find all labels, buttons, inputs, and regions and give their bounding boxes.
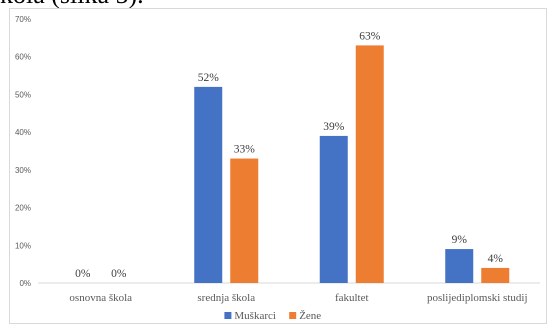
legend-swatch <box>224 312 232 319</box>
category-label: poslijediplomski studij <box>427 292 528 304</box>
y-tick-label: 20% <box>15 204 31 213</box>
legend-swatch <box>289 312 297 319</box>
y-tick-label: 10% <box>15 241 31 250</box>
y-tick-label: 70% <box>15 15 31 24</box>
data-label: 9% <box>452 234 468 246</box>
bar-muskarci <box>194 86 223 283</box>
legend-label: Muškarci <box>234 310 276 322</box>
bar-zene <box>230 158 259 283</box>
data-label: 63% <box>359 30 381 42</box>
data-label: 33% <box>234 144 256 156</box>
y-tick-label: 60% <box>15 53 31 62</box>
bar-zene <box>355 45 384 284</box>
y-tick-label: 30% <box>15 166 31 175</box>
y-tick-label: 50% <box>15 90 31 99</box>
bar-muskarci <box>445 249 474 283</box>
partial-caption-text: kola (slika 5). <box>0 0 552 9</box>
bar-muskarci <box>319 135 348 283</box>
bar-zene <box>481 267 510 283</box>
y-tick-label: 0% <box>19 279 31 288</box>
legend-label: Žene <box>299 310 321 322</box>
data-label: 0% <box>75 268 91 280</box>
category-label: fakultet <box>335 292 369 304</box>
data-label: 4% <box>488 253 504 265</box>
data-label: 0% <box>111 268 127 280</box>
data-label: 52% <box>198 72 220 84</box>
category-label: osnovna škola <box>69 292 132 304</box>
category-label: srednja škola <box>197 292 255 304</box>
data-label: 39% <box>323 121 345 133</box>
y-tick-label: 40% <box>15 128 31 137</box>
